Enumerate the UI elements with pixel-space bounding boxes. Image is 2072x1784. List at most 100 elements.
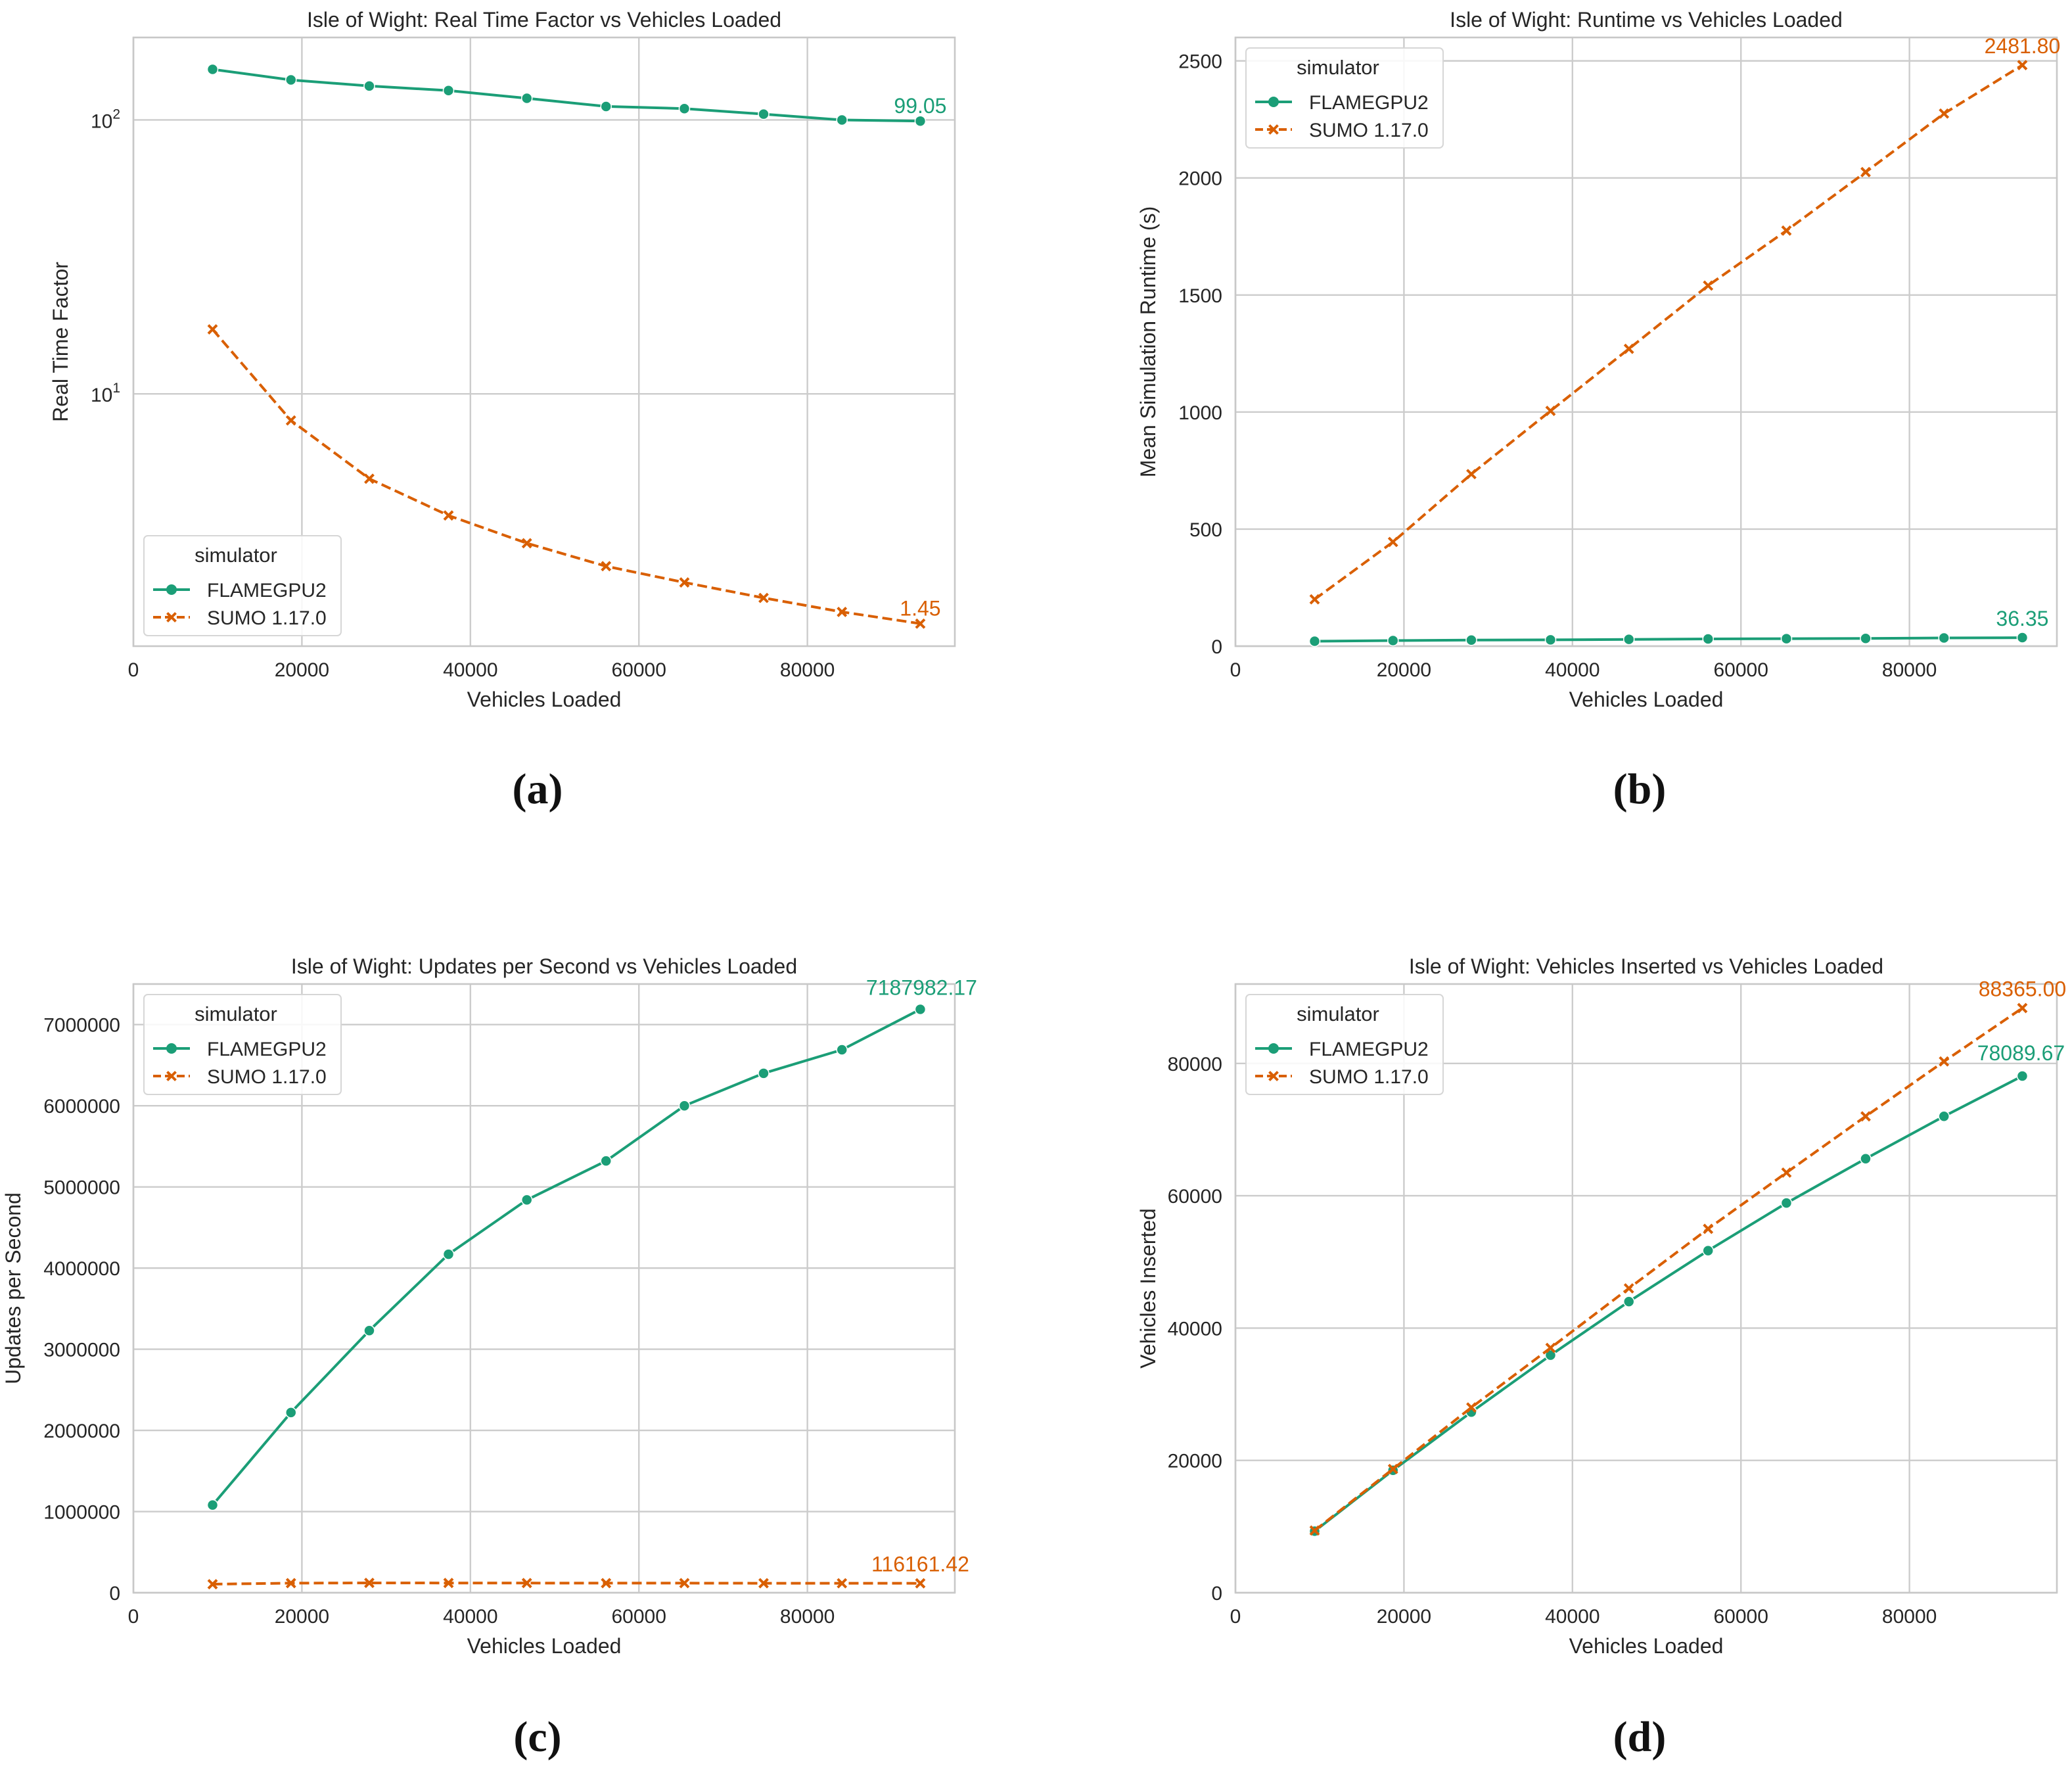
data-point-sumo: [1703, 1223, 1714, 1234]
data-point-flamegpu2: [1544, 634, 1557, 646]
x-axis-label: Vehicles Loaded: [467, 688, 622, 711]
y-axis-label: Updates per Second: [1, 1192, 25, 1384]
legend-entry-label: SUMO 1.17.0: [1309, 1066, 1429, 1088]
x-tick-label: 0: [1230, 659, 1241, 681]
data-point-flamegpu2: [2016, 1070, 2029, 1082]
y-tick-label: 2000000: [43, 1420, 120, 1442]
legend-marker: [1268, 1071, 1279, 1081]
x-tick-label: 80000: [1882, 1606, 1937, 1628]
x-tick-label: 60000: [1714, 1606, 1768, 1628]
legend-box: [1245, 47, 1444, 149]
data-point-sumo: [2017, 1002, 2028, 1014]
data-point-flamegpu2: [758, 108, 770, 120]
x-tick-label: 0: [128, 1606, 139, 1628]
data-point-flamegpu2: [363, 1325, 375, 1336]
data-point-sumo: [1387, 536, 1398, 548]
data-point-flamegpu2: [1780, 1197, 1793, 1209]
series-line-flamegpu2: [211, 1008, 922, 1507]
series-line-sumo: [212, 1582, 921, 1585]
data-point-sumo: [758, 1578, 769, 1589]
series-line-flamegpu2: [211, 68, 922, 123]
data-point-flamegpu2: [1623, 633, 1635, 646]
chart-panel-1: 0 20000 40000 60000 80000 101 102 Isle of Wight…: [49, 8, 956, 813]
y-tick-label: 20000: [1168, 1451, 1222, 1472]
data-point-flamegpu2: [520, 92, 533, 105]
y-axis-label: Vehicles Inserted: [1136, 1208, 1160, 1369]
data-point-flamegpu2: [442, 1248, 455, 1260]
legend-entry-label: FLAMEGPU2: [1309, 1039, 1429, 1060]
y-tick-label: 5000000: [43, 1177, 120, 1199]
data-point-flamegpu2: [678, 1100, 691, 1112]
data-point-sumo: [285, 1578, 296, 1589]
x-tick-label: 80000: [1882, 659, 1937, 681]
legend: simulator FLAMEGPU2 SUMO 1.17.0: [143, 535, 342, 636]
data-point-flamegpu2: [600, 1155, 612, 1167]
plot-frame: [132, 983, 956, 1594]
data-point-flamegpu2: [914, 115, 927, 127]
y-tick-label: 102: [91, 106, 120, 132]
end-value-label-flamegpu2: 36.35: [1996, 607, 2048, 630]
legend-entry-label: SUMO 1.17.0: [1309, 120, 1429, 141]
chart-title: Isle of Wight: Vehicles Inserted vs Vehi…: [1409, 954, 1883, 978]
data-point-flamegpu2: [836, 1044, 848, 1056]
chart-title: Isle of Wight: Runtime vs Vehicles Loade…: [1450, 8, 1843, 32]
end-value-label-sumo: 88365.00: [1979, 977, 2066, 1001]
data-point-sumo: [521, 1578, 532, 1589]
x-axis-label: Vehicles Loaded: [1569, 1634, 1724, 1658]
data-point-sumo: [601, 1578, 612, 1589]
data-point-sumo: [1466, 1402, 1477, 1413]
data-point-flamegpu2: [520, 1194, 533, 1206]
legend: simulator FLAMEGPU2 SUMO 1.17.0: [1245, 47, 1444, 149]
data-point-flamegpu2: [2016, 632, 2029, 644]
chart-panel-4: 0 20000 40000 60000 80000 0 20000 40000 60000 800…: [1136, 954, 2066, 1761]
data-point-flamegpu2: [1465, 634, 1477, 646]
legend-marker: [1268, 124, 1279, 135]
data-point-flamegpu2: [206, 63, 219, 76]
y-tick-label: 1000000: [43, 1502, 120, 1524]
data-point-sumo: [1703, 280, 1714, 291]
plot-frame: [1234, 36, 2058, 647]
data-point-flamegpu2: [758, 1068, 770, 1079]
data-point-sumo: [837, 607, 848, 617]
x-tick-label: 40000: [443, 659, 497, 681]
data-point-sumo: [1939, 108, 1950, 119]
y-tick-label: 0: [1211, 1583, 1222, 1605]
y-axis-label: Real Time Factor: [49, 262, 72, 422]
data-point-flamegpu2: [1623, 1296, 1635, 1307]
legend-box: [143, 535, 342, 636]
data-point-sumo: [1387, 1463, 1398, 1474]
y-tick-label: 2500: [1178, 51, 1222, 73]
legend-entry-label: FLAMEGPU2: [207, 1039, 327, 1060]
end-value-label-sumo: 116161.42: [871, 1553, 969, 1576]
data-point-flamegpu2: [678, 103, 691, 114]
data-point-sumo: [1309, 1525, 1320, 1536]
panel-label: (d): [1613, 1713, 1667, 1761]
end-value-label-sumo: 2481.80: [1985, 34, 2061, 58]
legend-marker: [1268, 1043, 1279, 1054]
series-line-flamegpu2: [1313, 1075, 2024, 1533]
data-point-flamegpu2: [1860, 632, 1872, 644]
x-tick-label: 60000: [612, 1606, 666, 1628]
y-tick-label: 80000: [1168, 1054, 1222, 1075]
y-tick-label: 0: [1211, 636, 1222, 658]
legend-marker: [166, 1043, 177, 1054]
data-point-sumo: [1860, 1111, 1871, 1122]
legend-title: simulator: [1297, 56, 1379, 79]
data-point-sumo: [1623, 343, 1634, 354]
data-point-flamegpu2: [600, 101, 612, 112]
data-point-sumo: [364, 1578, 375, 1588]
legend: simulator FLAMEGPU2 SUMO 1.17.0: [1245, 994, 1444, 1095]
data-point-flamegpu2: [1938, 1110, 1950, 1123]
y-tick-label: 101: [91, 381, 120, 406]
data-point-flamegpu2: [206, 1499, 219, 1511]
data-point-sumo: [1781, 225, 1792, 236]
legend-title: simulator: [195, 544, 277, 567]
plot-frame: [132, 36, 956, 647]
data-point-sumo: [915, 1578, 926, 1589]
data-point-flamegpu2: [1544, 1349, 1557, 1361]
end-value-label-flamegpu2: 7187982.17: [866, 976, 977, 1000]
y-tick-label: 7000000: [43, 1015, 120, 1037]
x-tick-label: 20000: [275, 659, 329, 681]
x-tick-label: 60000: [612, 659, 666, 681]
